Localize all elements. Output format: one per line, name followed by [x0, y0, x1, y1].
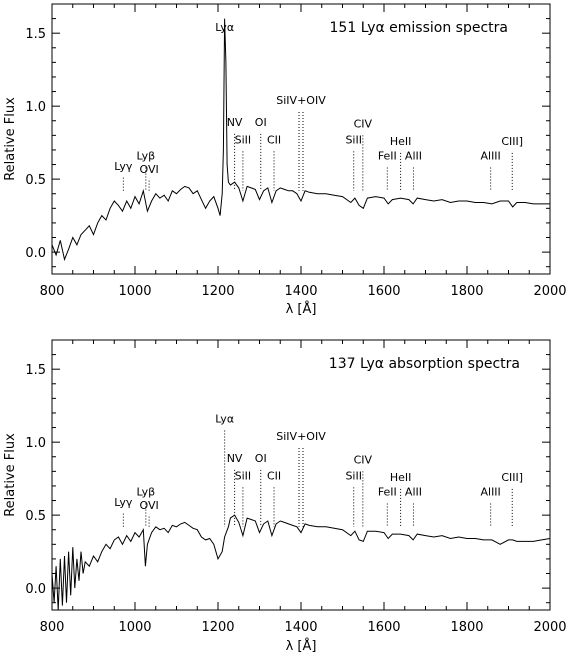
- line-label: FeII: [378, 150, 397, 163]
- x-tick-label: 1600: [367, 620, 400, 635]
- x-tick-label: 1800: [450, 284, 483, 299]
- line-label: CIII]: [501, 471, 523, 484]
- panel-title: 151 Lyα emission spectra: [330, 20, 508, 36]
- x-axis-title: λ [Å]: [286, 638, 317, 654]
- plot-frame: [51, 3, 551, 275]
- line-label: Lyγ: [114, 160, 133, 173]
- line-label: CII: [267, 470, 281, 483]
- plot-frame: [51, 339, 551, 611]
- line-label: Lyα: [215, 413, 234, 426]
- line-label: Lyγ: [114, 496, 133, 509]
- line-label: SiIV+OIV: [276, 430, 326, 443]
- x-tick-label: 1200: [201, 620, 234, 635]
- line-label: OI: [255, 452, 267, 465]
- y-axis-title: Relative Flux: [3, 433, 18, 517]
- line-label: CIV: [354, 454, 373, 467]
- line-label: NV: [227, 116, 243, 129]
- x-tick-label: 2000: [533, 284, 566, 299]
- x-axis-title: λ [Å]: [286, 301, 317, 317]
- y-axis-title: Relative Flux: [3, 97, 18, 181]
- x-tick-label: 800: [40, 620, 65, 635]
- line-label: NV: [227, 452, 243, 465]
- y-tick-label: 1.0: [25, 436, 46, 451]
- emission-panel: 800 1000 1200 1400 1600 1800 20000.00.51.01.5 …: [3, 3, 567, 317]
- line-label: Lyβ: [136, 486, 155, 499]
- x-tick-label: 1400: [284, 284, 317, 299]
- y-tick-label: 1.5: [25, 363, 46, 378]
- y-tick-label: 1.5: [25, 27, 46, 42]
- y-tick-label: 0.0: [25, 246, 46, 261]
- x-tick-label: 800: [40, 284, 65, 299]
- line-label: OI: [255, 116, 267, 129]
- line-label: SiII: [345, 470, 362, 483]
- y-tick-label: 0.5: [25, 173, 46, 188]
- line-label: FeII: [378, 486, 397, 499]
- x-tick-label: 1800: [450, 620, 483, 635]
- x-tick-label: 1000: [118, 620, 151, 635]
- y-tick-label: 0.5: [25, 509, 46, 524]
- x-tick-label: 1400: [284, 620, 317, 635]
- y-tick-label: 0.0: [25, 582, 46, 597]
- line-label: CIV: [354, 118, 373, 131]
- y-tick-label: 1.0: [25, 100, 46, 115]
- x-tick-label: 1600: [367, 284, 400, 299]
- line-label: SiIV+OIV: [276, 94, 326, 107]
- line-label: OVI: [139, 163, 158, 176]
- line-label: SiII: [235, 470, 252, 483]
- line-label: AlII: [405, 486, 422, 499]
- line-label: CIII]: [501, 135, 523, 148]
- line-label: SiII: [235, 134, 252, 147]
- absorption-panel: 800 1000 1200 1400 1600 1800 20000.00.51.01.5 …: [3, 339, 567, 654]
- line-label: OVI: [139, 499, 158, 512]
- line-label: SiII: [345, 134, 362, 147]
- spectrum-line: [51, 18, 550, 262]
- line-label: AlIII: [480, 486, 500, 499]
- line-label: AlII: [405, 150, 422, 163]
- line-label: CII: [267, 134, 281, 147]
- x-tick-label: 1000: [118, 284, 151, 299]
- spectrum-line: [51, 514, 551, 611]
- line-label: HeII: [390, 135, 412, 148]
- line-label: AlIII: [480, 150, 500, 163]
- line-label: HeII: [390, 471, 412, 484]
- panel-title: 137 Lyα absorption spectra: [329, 356, 520, 372]
- line-label: Lyβ: [136, 150, 155, 163]
- x-tick-label: 2000: [533, 620, 566, 635]
- x-tick-label: 1200: [201, 284, 234, 299]
